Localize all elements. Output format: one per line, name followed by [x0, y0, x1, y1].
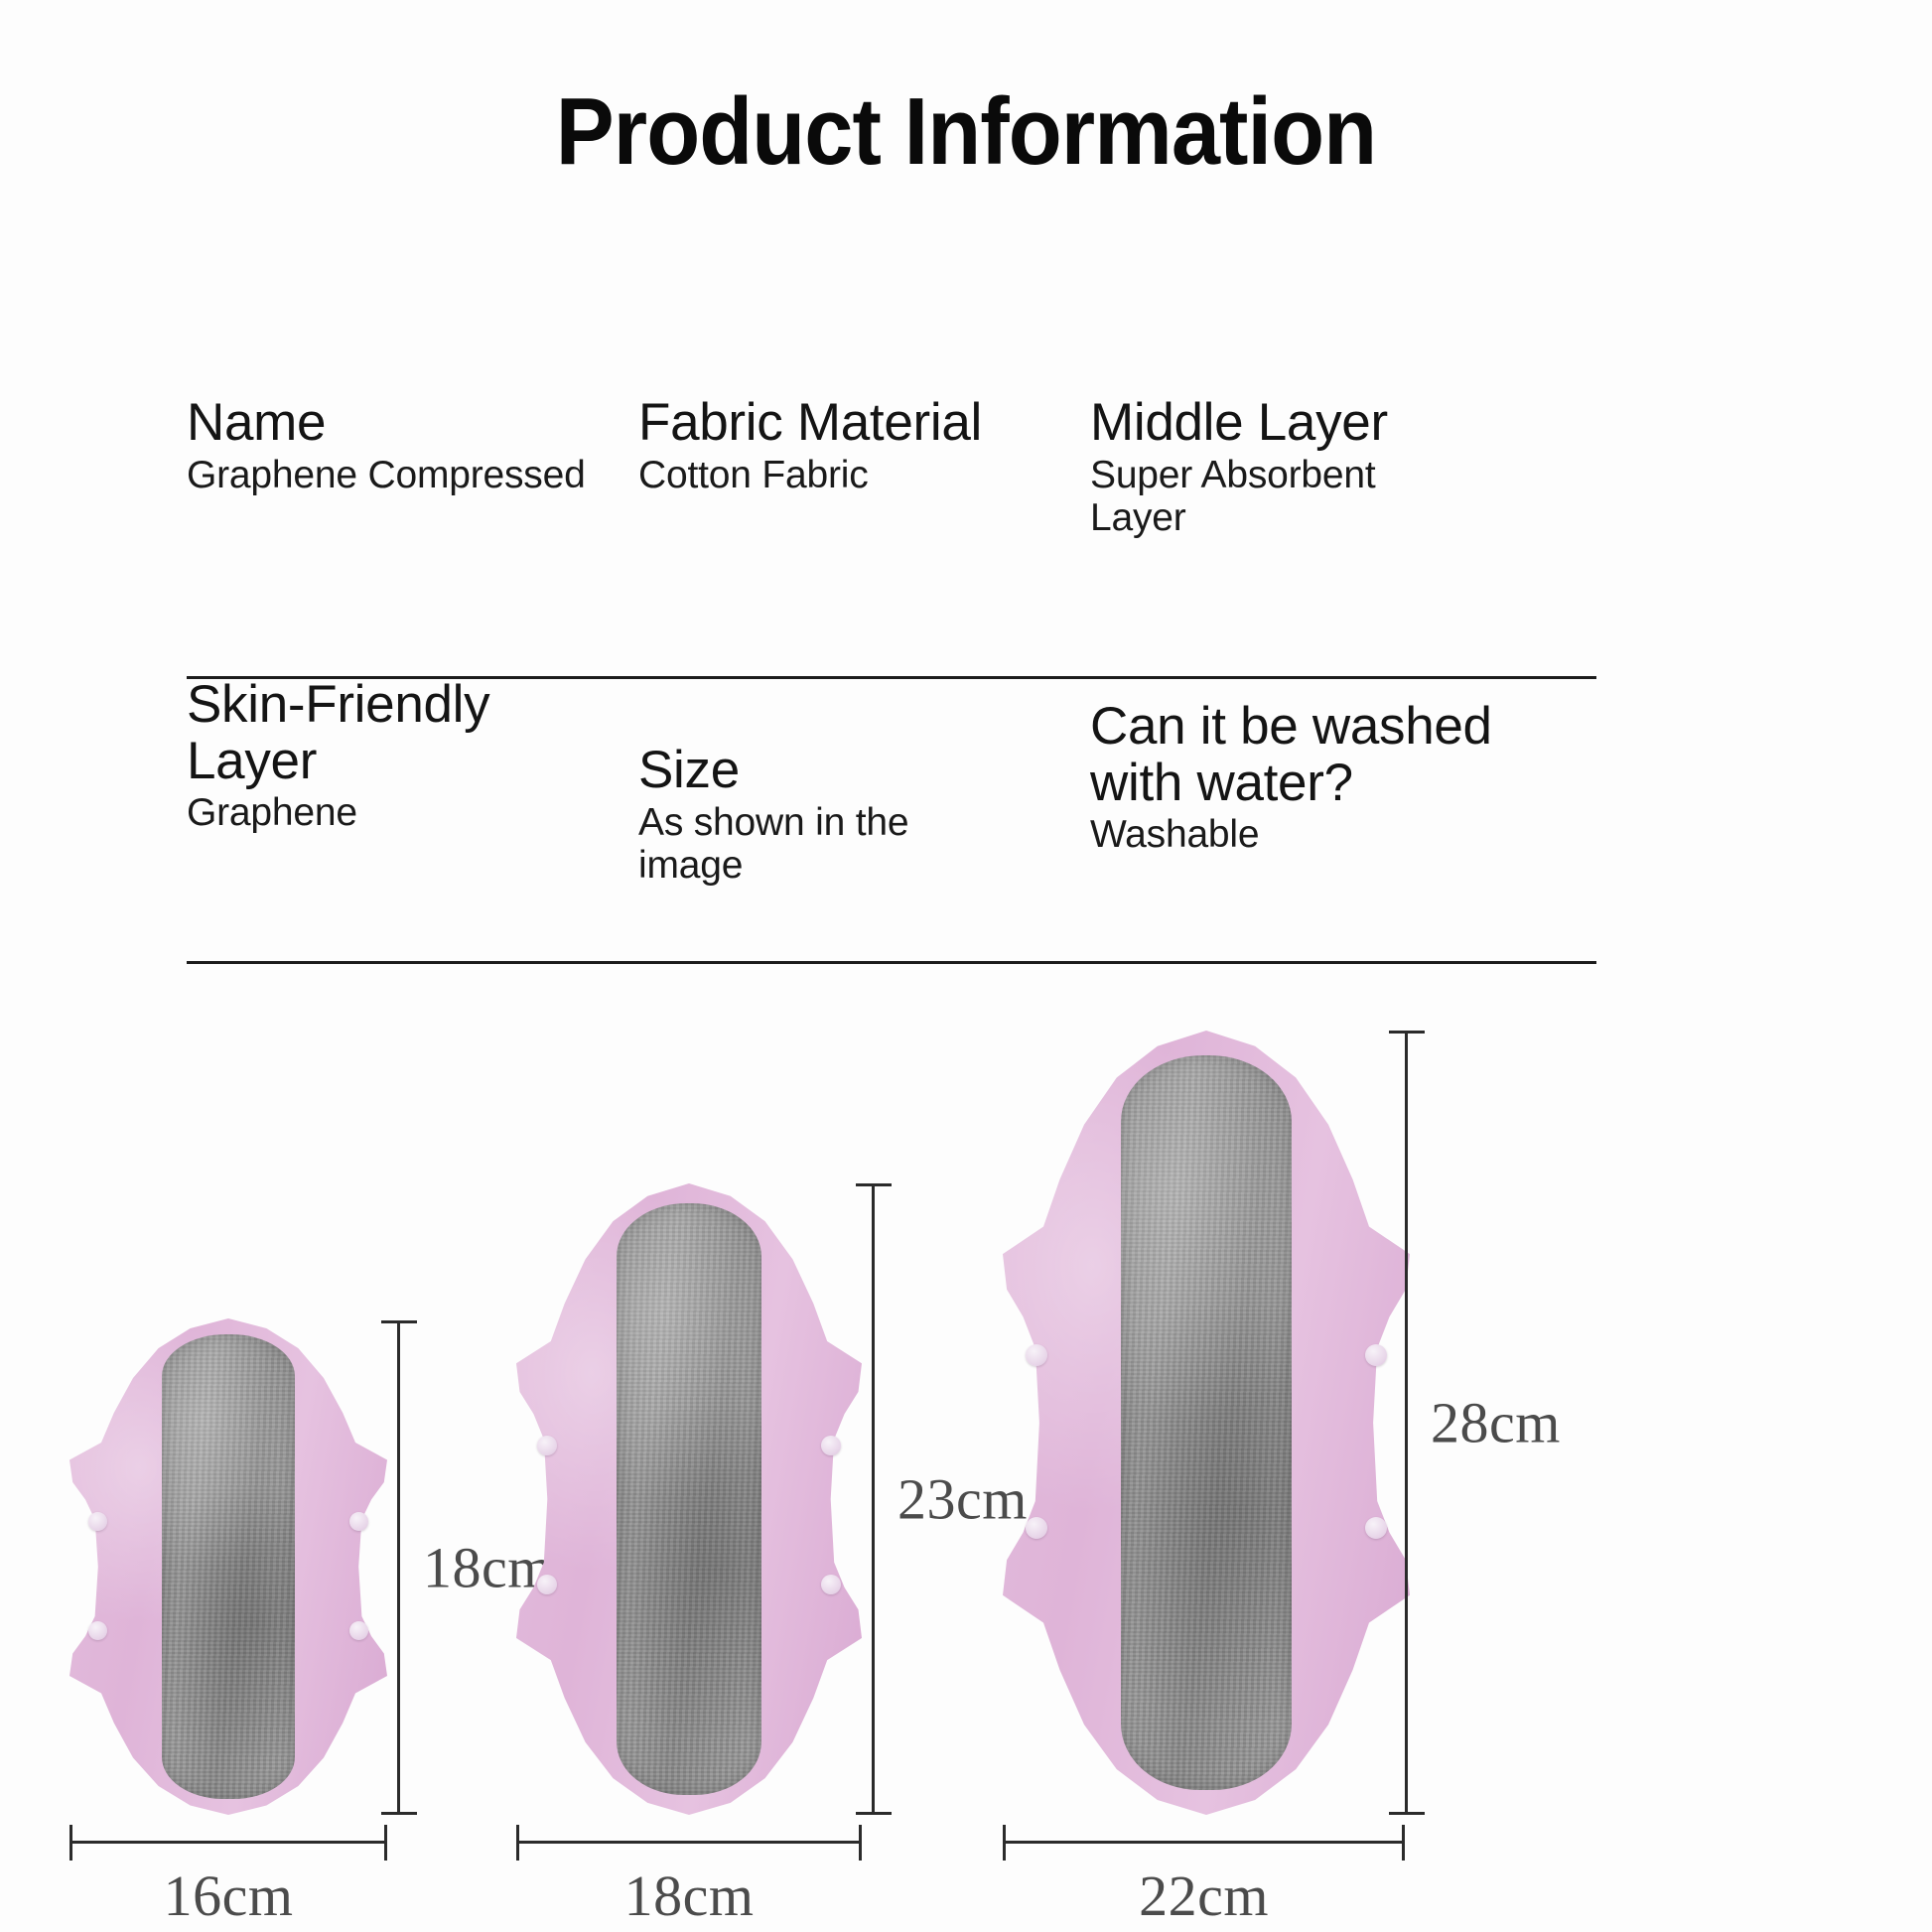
dimension-line — [69, 1841, 387, 1844]
large-pad-image — [1003, 1031, 1410, 1815]
spec-value: As shown in the image — [638, 800, 909, 888]
dimension-line — [397, 1320, 400, 1815]
spec-label: Skin-Friendly Layer — [187, 675, 490, 790]
snap-button — [1025, 1516, 1047, 1539]
snap-button — [348, 1512, 368, 1531]
snap-button — [1025, 1344, 1047, 1366]
medium-pad-image — [516, 1183, 862, 1815]
spec-table: Name Graphene Compressed Fabric Material… — [187, 393, 1596, 963]
snap-button — [536, 1436, 557, 1456]
spec-cell-size: Size As shown in the image — [638, 677, 1090, 888]
spec-cell-fabric-material: Fabric Material Cotton Fabric — [638, 393, 1090, 496]
table-row: Name Graphene Compressed Fabric Material… — [187, 393, 1596, 677]
spec-cell-skin-friendly-layer: Skin-Friendly Layer Graphene — [187, 675, 638, 835]
page-title: Product Information — [555, 78, 1377, 185]
spec-value: Graphene — [187, 791, 357, 835]
spec-value: Cotton Fabric — [638, 453, 869, 496]
dimension-label: 23cm — [897, 1466, 1028, 1532]
table-divider — [187, 961, 1596, 964]
dimension-cap — [859, 1825, 862, 1861]
spec-label: Fabric Material — [638, 393, 982, 452]
dimension-label: 18cm — [423, 1535, 553, 1600]
pad-absorbent-core — [161, 1334, 296, 1799]
spec-value: Super Absorbent Layer — [1090, 453, 1376, 540]
dimension-line — [1003, 1841, 1405, 1844]
snap-button — [821, 1436, 842, 1456]
snap-button — [821, 1575, 842, 1595]
spec-cell-middle-layer: Middle Layer Super Absorbent Layer — [1090, 393, 1596, 540]
snap-button — [536, 1575, 557, 1595]
spec-cell-washable: Can it be washed with water? Washable — [1090, 677, 1596, 857]
dimension-label: 16cm — [163, 1863, 294, 1928]
pad-absorbent-core — [616, 1203, 762, 1795]
dimension-cap — [381, 1812, 417, 1815]
dimension-label: 28cm — [1431, 1390, 1561, 1455]
snap-button — [348, 1621, 368, 1640]
spec-label: Can it be washed with water? — [1090, 697, 1492, 812]
dimension-line — [516, 1841, 862, 1844]
spec-cell-name: Name Graphene Compressed — [187, 393, 638, 496]
dimension-cap — [1389, 1812, 1425, 1815]
figure-medium-pad: 23cm 18cm — [516, 1009, 1042, 1932]
figure-large-pad: 28cm 22cm — [1003, 899, 1698, 1932]
pad-absorbent-core — [1120, 1055, 1293, 1791]
product-size-figures: 18cm 16cm 23cm 18cm — [0, 874, 1932, 1932]
figure-small-pad: 18cm 16cm — [69, 1177, 552, 1932]
dimension-line — [872, 1183, 875, 1815]
spec-value: Graphene Compressed — [187, 453, 586, 496]
spec-label: Size — [638, 741, 740, 799]
dimension-cap — [1402, 1825, 1405, 1861]
small-pad-image — [69, 1318, 387, 1815]
snap-button — [1365, 1516, 1388, 1539]
dimension-cap — [856, 1812, 892, 1815]
dimension-label: 22cm — [1139, 1863, 1269, 1928]
snap-button — [88, 1621, 108, 1640]
snap-button — [1365, 1344, 1388, 1366]
table-divider — [187, 676, 1596, 679]
spec-label: Name — [187, 393, 327, 452]
dimension-cap — [384, 1825, 387, 1861]
spec-value: Washable — [1090, 813, 1260, 857]
table-row: Skin-Friendly Layer Graphene Size As sho… — [187, 675, 1596, 963]
spec-label: Middle Layer — [1090, 393, 1388, 452]
snap-button — [88, 1512, 108, 1531]
dimension-line — [1405, 1031, 1408, 1815]
dimension-label: 18cm — [623, 1863, 755, 1928]
